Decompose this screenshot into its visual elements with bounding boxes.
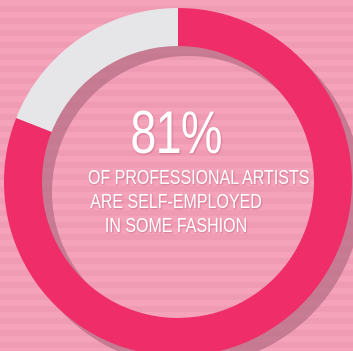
donut-slice-other — [16, 8, 179, 133]
donut-slice-self-employed — [4, 8, 352, 351]
center-label-group: 81% OF PROFESSIONAL ARTISTS ARE SELF-EMP… — [66, 99, 310, 238]
caption-line-1: OF PROFESSIONAL ARTISTS — [88, 167, 310, 189]
caption-line-2: ARE SELF-EMPLOYED — [90, 191, 262, 213]
caption-line-3: IN SOME FASHION — [104, 215, 248, 237]
percentage-value: 81% — [130, 99, 222, 166]
donut-ring — [4, 8, 352, 351]
